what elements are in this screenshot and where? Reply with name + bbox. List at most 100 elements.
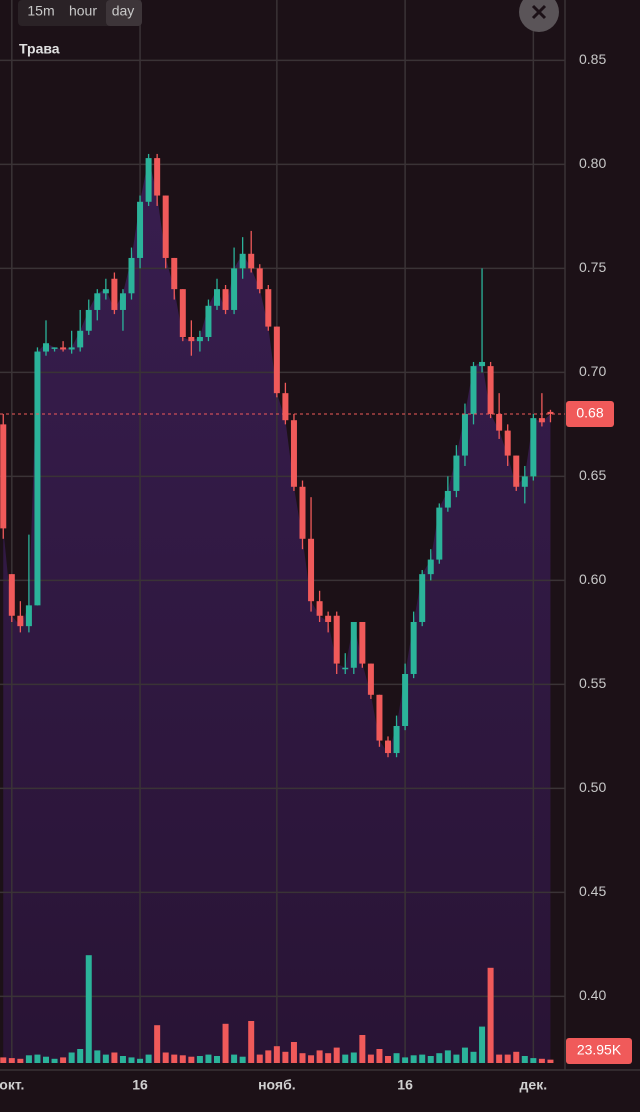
- volume-bar: [77, 1049, 84, 1063]
- candle-body: [350, 621, 357, 668]
- candle-body: [385, 740, 391, 754]
- volume-bar: [479, 1026, 486, 1063]
- candle-body: [60, 347, 67, 350]
- candle-body: [282, 393, 289, 421]
- volume-bar: [145, 1054, 152, 1063]
- candle-body: [308, 538, 315, 602]
- interval-button[interactable]: hour: [69, 3, 97, 19]
- candle-body: [521, 476, 528, 487]
- candle-body: [231, 268, 238, 310]
- volume-bar: [102, 1054, 109, 1063]
- volume-bar: [239, 1056, 246, 1063]
- candle-body: [496, 413, 503, 431]
- candle-body: [25, 605, 32, 627]
- candle-body: [367, 663, 374, 695]
- close-circle[interactable]: [519, 0, 559, 32]
- candle-body: [410, 621, 417, 674]
- volume-bar: [119, 1056, 126, 1063]
- candle-body: [479, 361, 486, 367]
- candle-body: [444, 490, 451, 508]
- candle-body: [85, 309, 92, 331]
- y-tick-label: 0.60: [579, 571, 606, 587]
- candle-body: [316, 601, 323, 616]
- x-tick-label: 16: [397, 1077, 413, 1093]
- candle-body: [119, 293, 126, 310]
- candle-body: [239, 253, 246, 269]
- volume-bar: [188, 1056, 195, 1063]
- grid: [0, 0, 640, 1071]
- volume-bar: [393, 1053, 400, 1063]
- interval-button[interactable]: 15m: [27, 3, 54, 19]
- last-price-label: 0.68: [576, 405, 603, 421]
- candle-body: [179, 289, 186, 337]
- volume-bar: [333, 1047, 340, 1063]
- volume-bar: [504, 1054, 511, 1063]
- candle-body: [436, 507, 443, 560]
- volume-bar: [376, 1049, 383, 1063]
- candle-body: [154, 158, 161, 196]
- volume-bar: [273, 1046, 280, 1063]
- y-tick-label: 0.40: [579, 987, 606, 1003]
- last-price-box: [566, 400, 614, 427]
- volume-bar: [325, 1053, 332, 1063]
- candle-body: [68, 347, 75, 350]
- candle-body: [487, 366, 494, 414]
- candle-body: [102, 289, 109, 294]
- candle-body: [34, 351, 41, 606]
- interval-button[interactable]: day: [112, 3, 135, 19]
- candle-body: [273, 326, 280, 394]
- volume-bar: [137, 1058, 144, 1063]
- volume-bar: [367, 1054, 374, 1063]
- candle-body: [359, 621, 366, 664]
- volume-bar: [128, 1057, 135, 1063]
- y-tick-label: 0.45: [579, 883, 606, 899]
- volume-bar: [359, 1035, 366, 1063]
- volume-bar: [444, 1050, 451, 1063]
- volume-bar: [419, 1054, 426, 1063]
- volume-bar: [94, 1050, 101, 1063]
- volume-bar: [51, 1058, 58, 1063]
- volume-bar: [470, 1051, 477, 1063]
- candle-body: [94, 293, 101, 310]
- candle-body: [538, 418, 545, 423]
- candle-body: [205, 305, 212, 337]
- x-tick-label: нояб.: [258, 1077, 296, 1093]
- y-tick-label: 0.70: [579, 363, 606, 379]
- volume-bar: [410, 1055, 417, 1063]
- volume-bar: [513, 1051, 520, 1063]
- candle-body: [393, 726, 400, 754]
- candle-body: [222, 289, 229, 310]
- y-tick-label: 0.80: [579, 155, 606, 171]
- volume-bar: [487, 967, 494, 1063]
- volume-bar: [496, 1054, 503, 1063]
- candle-body: [333, 615, 340, 664]
- candle-body: [8, 574, 15, 616]
- volume-bar: [60, 1057, 67, 1063]
- y-tick-label: 0.75: [579, 259, 606, 275]
- volume-bar: [385, 1056, 391, 1063]
- candle-body: [461, 413, 468, 456]
- candle-body: [196, 336, 203, 342]
- close-icon[interactable]: [531, 4, 547, 20]
- volume-bar: [34, 1054, 41, 1063]
- toolbar: 15m hour day: [18, 0, 142, 26]
- volume-bar: [342, 1054, 349, 1063]
- x-tick-label: 16: [132, 1077, 148, 1093]
- candle-body: [290, 420, 297, 487]
- candle-body: [137, 201, 144, 258]
- candle-body: [265, 289, 272, 327]
- volume-bar: [68, 1052, 75, 1063]
- candle-body: [299, 486, 306, 539]
- volume-bar: [43, 1056, 49, 1063]
- volume-bar: [538, 1058, 545, 1063]
- volume-bar: [8, 1058, 15, 1063]
- volume-bar: [350, 1052, 357, 1063]
- close-button[interactable]: [519, 0, 559, 32]
- candle-body: [145, 158, 152, 202]
- y-tick-label: 0.85: [579, 51, 606, 67]
- candle-body: [248, 253, 255, 269]
- plot: [0, 153, 565, 1063]
- candle-body: [188, 336, 195, 342]
- candle-body: [256, 268, 263, 290]
